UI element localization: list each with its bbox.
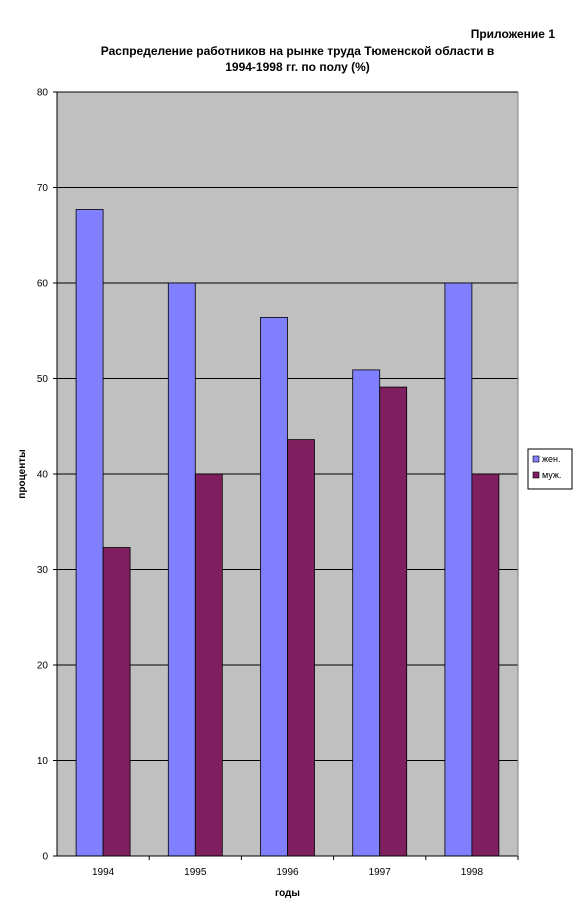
bar--1997 [352,369,381,857]
legend-box [527,448,573,490]
legend-swatch [532,455,540,463]
y-tick-label: 50 [37,374,49,385]
bar--1995 [167,282,196,857]
bar--1994 [102,547,131,857]
bar--1996 [287,439,315,857]
legend: жен. муж. [527,448,573,490]
x-tick-label: 1997 [369,867,392,878]
x-axis-title: годы [275,888,300,899]
legend-label: муж. [542,470,561,480]
legend-label: жен. [542,454,561,464]
chart-title-line-2: 1994-1998 гг. по полу (%) [225,60,370,74]
y-tick-label: 60 [37,279,49,290]
x-axis-ticks: 1994 1995 1996 1997 1998 [92,856,519,878]
x-tick-label: 1995 [184,867,207,878]
x-tick-label: 1998 [461,867,484,878]
y-tick-label: 0 [42,852,48,863]
y-axis-title: проценты [17,449,28,498]
bar--1994 [75,209,104,857]
y-tick-label: 70 [37,183,49,194]
bars [75,209,500,857]
bar--1997 [379,386,408,857]
y-tick-label: 40 [37,470,49,481]
y-tick-label: 20 [37,661,49,672]
bar--1998 [444,282,473,857]
y-tick-label: 10 [37,756,49,767]
bar--1995 [194,473,223,857]
y-axis-ticks: 0 10 20 30 40 50 60 70 80 [37,88,57,863]
chart-title: Распределение работников на рынке труда … [60,43,535,75]
appendix-label: Приложение 1 [470,27,555,41]
x-tick-label: 1996 [276,867,299,878]
x-tick-label: 1994 [92,867,115,878]
y-tick-label: 80 [37,88,49,99]
bar--1996 [260,316,288,857]
y-tick-label: 30 [37,565,49,576]
chart-title-line-1: Распределение работников на рынке труда … [100,44,495,58]
bar--1998 [471,473,500,857]
legend-swatch [532,471,540,479]
